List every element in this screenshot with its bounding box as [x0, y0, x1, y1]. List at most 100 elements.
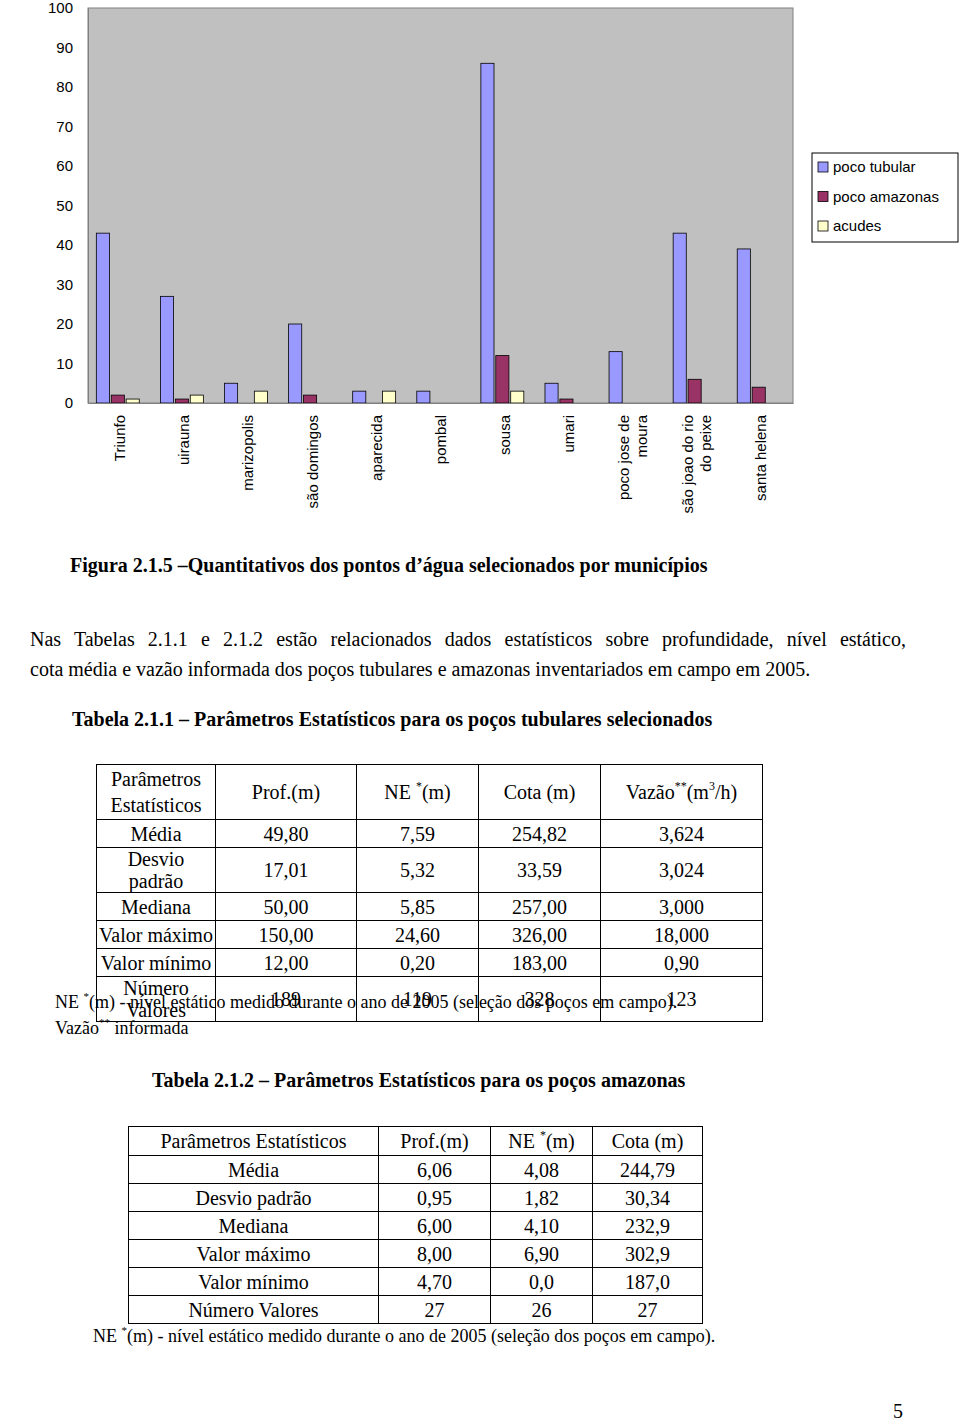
table-cell: 0,0	[491, 1268, 593, 1296]
table: Parâmetros EstatísticosProf.(m)NE *(m)Co…	[96, 764, 763, 1022]
tick-label: sousa	[496, 414, 513, 455]
bar	[673, 233, 686, 403]
tick: 70	[56, 118, 88, 135]
tick-label: santa helena	[752, 414, 769, 501]
bar	[111, 395, 124, 403]
table-cell: 1,82	[491, 1184, 593, 1212]
tick-label: 60	[56, 157, 73, 174]
text: Parâmetros Estatísticos	[160, 1130, 346, 1152]
tick: 100	[48, 0, 88, 16]
text: Parâmetros Estatísticos	[110, 768, 201, 816]
tick: 10	[56, 355, 88, 372]
tick: 50	[56, 197, 88, 214]
tick-label: 70	[56, 118, 73, 135]
table-cell: 27	[593, 1296, 703, 1324]
bar	[609, 352, 622, 403]
bar	[639, 403, 652, 404]
table-cell: Número Valores	[129, 1296, 379, 1324]
legend-box	[812, 153, 958, 242]
footnote: NE *(m) - nível estático medido durante …	[55, 992, 677, 1013]
table-row: Média49,807,59254,823,624	[97, 820, 763, 848]
bar	[481, 63, 494, 403]
table-cell: 50,00	[216, 893, 357, 921]
table-cell: Valor mínimo	[129, 1268, 379, 1296]
text: (m	[687, 781, 709, 803]
tick: são domingos	[304, 403, 321, 508]
tick-label: 10	[56, 355, 73, 372]
table-cell: 17,01	[216, 848, 357, 893]
tick: marizopolis	[239, 403, 256, 491]
table-row: Média6,064,08244,79	[129, 1156, 703, 1184]
table-row: Mediana50,005,85257,003,000	[97, 893, 763, 921]
header-cell: Prof.(m)	[379, 1127, 491, 1156]
text: (m)	[546, 1130, 575, 1152]
bar	[432, 403, 445, 404]
bar	[383, 391, 396, 403]
tick-label: 100	[48, 0, 73, 16]
table-cell: 0,90	[601, 949, 763, 977]
table-title: Tabela 2.1.2 – Parâmetros Estatísticos p…	[152, 1069, 685, 1092]
table-cell: 0,95	[379, 1184, 491, 1212]
table-cell: Média	[97, 820, 216, 848]
tick-label: 40	[56, 236, 73, 253]
table-cell: 5,85	[357, 893, 479, 921]
bar	[318, 403, 331, 404]
bar	[737, 249, 750, 403]
tick-label: 90	[56, 39, 73, 56]
table: Parâmetros EstatísticosProf.(m)NE *(m)Co…	[128, 1126, 703, 1324]
text: Cota (m)	[612, 1130, 684, 1152]
bar	[304, 395, 317, 403]
table-cell: 5,32	[357, 848, 479, 893]
y-axis: 0102030405060708090100	[48, 0, 89, 411]
table-cell: 4,10	[491, 1212, 593, 1240]
text: Prof.(m)	[400, 1130, 468, 1152]
bar	[368, 403, 381, 404]
table-row: Valor máximo8,006,90302,9	[129, 1240, 703, 1268]
text: NE	[508, 1130, 540, 1152]
table-cell: 33,59	[479, 848, 601, 893]
bar	[545, 383, 558, 403]
table-cell: 232,9	[593, 1212, 703, 1240]
tick-label: 30	[56, 276, 73, 293]
bar	[289, 324, 302, 403]
header-cell: Cota (m)	[479, 765, 601, 820]
table-cell: Desvio padrão	[97, 848, 216, 893]
table-cell: 244,79	[593, 1156, 703, 1184]
table-cell: 0,20	[357, 949, 479, 977]
table-cell: 302,9	[593, 1240, 703, 1268]
table-row: Desvio padrão0,951,8230,34	[129, 1184, 703, 1212]
figure-caption: Figura 2.1.5 –Quantitativos dos pontos d…	[70, 554, 708, 577]
table-cell: 6,00	[379, 1212, 491, 1240]
tick: umari	[560, 403, 577, 453]
bar	[160, 296, 173, 403]
table-row: Valor mínimo12,000,20183,000,90	[97, 949, 763, 977]
bar	[239, 403, 252, 404]
tick: são joao do riodo peixe	[679, 403, 713, 513]
axis-line	[89, 403, 794, 404]
table-cell: 6,06	[379, 1156, 491, 1184]
table-cell: Desvio padrão	[129, 1184, 379, 1212]
table-cell: 3,000	[601, 893, 763, 921]
bar	[496, 356, 509, 403]
text: /h)	[715, 781, 737, 803]
tick: uirauna	[175, 403, 192, 465]
tick: 80	[56, 78, 88, 95]
table-row: Valor máximo150,0024,60326,0018,000	[97, 921, 763, 949]
tick-label: são joao do riodo peixe	[679, 415, 713, 513]
table-row: Mediana6,004,10232,9	[129, 1212, 703, 1240]
axis-line	[88, 9, 89, 404]
table-cell: 8,00	[379, 1240, 491, 1268]
table-cell: 254,82	[479, 820, 601, 848]
table-cell: Mediana	[129, 1212, 379, 1240]
bar	[752, 387, 765, 403]
text: (m) - nível estático medido durante o an…	[127, 1326, 715, 1346]
bar	[447, 403, 460, 404]
table-cell: 24,60	[357, 921, 479, 949]
table-cell: 150,00	[216, 921, 357, 949]
bar	[175, 399, 188, 403]
superscript: 3	[709, 779, 715, 793]
bar	[96, 233, 109, 403]
table-cell: 187,0	[593, 1268, 703, 1296]
tick-label: marizopolis	[239, 415, 256, 491]
table-cell: Valor mínimo	[97, 949, 216, 977]
